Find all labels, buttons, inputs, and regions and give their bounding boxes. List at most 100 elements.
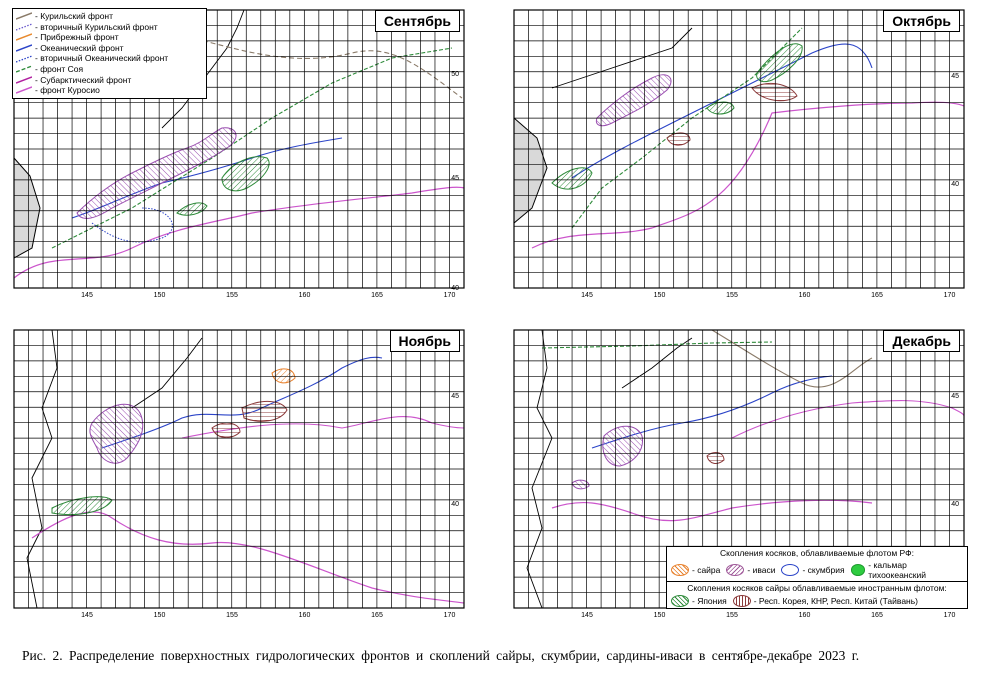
lon-tick-label: 145 [81, 292, 93, 298]
schools-legend-rf-items: - сайра - иваси - скумбрия - кальмар тих… [667, 559, 967, 581]
legend-label-mackerel: - скумбрия [802, 565, 845, 575]
kuril-islands [161, 9, 245, 129]
japan-swatch [671, 595, 689, 607]
legend-swatch-coastal-front [16, 33, 32, 42]
saury-school-japan [176, 202, 208, 216]
map-background [512, 8, 968, 298]
lat-tick-label: 40 [951, 501, 959, 508]
legend-swatch-kuroshio-front [16, 86, 32, 95]
soya-front [541, 341, 773, 349]
kuril-islands [131, 337, 203, 409]
legend-label-sardine: - иваси [747, 565, 776, 575]
lon-tick-label: 165 [371, 292, 383, 298]
legend-label-subarctic-front: - Субарктический фронт [35, 74, 132, 85]
lat-tick-label: 40 [951, 181, 959, 188]
figure-caption: Рис. 2. Распределение поверхностных гидр… [22, 648, 860, 663]
legend-label-soya-front: - фронт Соя [35, 63, 84, 74]
lon-tick-label: 160 [799, 612, 811, 618]
sardine-school [89, 403, 144, 464]
lat-tick-label: 45 [951, 73, 959, 80]
lat-lon-grid [513, 9, 965, 289]
legend-item-sardine: - иваси [726, 564, 775, 576]
saury-swatch [671, 564, 689, 576]
lon-tick-label: 160 [299, 612, 311, 618]
legend-label-oceanic-front: - Океанический фронт [35, 42, 124, 53]
squid-swatch [850, 564, 866, 576]
saury-school-japan [756, 43, 803, 83]
legend-row-coastal-front: - Прибрежный фронт [16, 32, 203, 43]
legend-item-korea-china: - Респ. Корея, КНР, Респ. Китай (Тайвань… [732, 595, 918, 607]
lon-tick-label: 165 [871, 612, 883, 618]
lon-tick-label: 155 [726, 292, 738, 298]
legend-label-kuroshio-front: - фронт Куросио [35, 85, 100, 96]
saury-school-japan [706, 101, 735, 115]
legend-label-korea-china: - Респ. Корея, КНР, Респ. Китай (Тайвань… [753, 596, 918, 606]
lon-tick-label: 155 [726, 612, 738, 618]
lon-tick-label: 145 [581, 612, 593, 618]
saury-school-foreign [751, 83, 798, 102]
lon-tick-label: 150 [654, 292, 666, 298]
lon-tick-label: 170 [444, 612, 456, 618]
sardine-school [602, 425, 643, 467]
kuroshio-front [13, 186, 465, 279]
lat-tick-label: 40 [451, 501, 459, 508]
lon-tick-label: 170 [944, 292, 956, 298]
lat-lon-grid [13, 9, 465, 289]
kuril-islands [621, 337, 693, 389]
schools-legend-foreign-items: - Япония - Респ. Корея, КНР, Респ. Китай… [667, 594, 967, 608]
lon-tick-label: 160 [799, 292, 811, 298]
kuril-front [111, 9, 463, 99]
lat-tick-label: 45 [951, 393, 959, 400]
legend-label-kuril-front: - Курильский фронт [35, 11, 114, 21]
lat-tick-label: 45 [451, 175, 459, 182]
lat-tick-label: 45 [451, 393, 459, 400]
lon-tick-label: 170 [944, 612, 956, 618]
legend-row-soya-front: - фронт Соя [16, 64, 203, 75]
coastline [26, 329, 58, 609]
lon-tick-label: 150 [154, 292, 166, 298]
saury-school-foreign [241, 401, 288, 422]
legend-label-coastal-front: - Прибрежный фронт [35, 32, 119, 43]
lat-tick-label: 40 [451, 285, 459, 292]
legend-label-secondary-oceanic-front: - вторичный Океанический фронт [35, 53, 169, 64]
map-november: 145 150 155 160 165 170 45 40 [12, 328, 468, 618]
legend-row-kuroshio-front: - фронт Куросио [16, 85, 203, 96]
legend-swatch-subarctic-front [16, 76, 32, 84]
legend-row-oceanic-front: - Океанический фронт [16, 43, 203, 54]
saury-school-foreign [211, 422, 241, 438]
saury-school-japan [221, 156, 270, 192]
month-label-december: Декабрь [883, 330, 960, 352]
schools-legend-foreign-title: Скопления косяков сайры облавливаемые ин… [667, 581, 967, 594]
soya-front [51, 47, 453, 249]
month-label-september: Сентябрь [374, 10, 460, 32]
lon-tick-label: 165 [871, 292, 883, 298]
lon-tick-label: 165 [371, 612, 383, 618]
legend-row-secondary-kuril-front: - вторичный Курильский фронт [16, 22, 203, 33]
lon-tick-label: 145 [81, 612, 93, 618]
saury-school-foreign [706, 452, 725, 464]
kuril-islands [551, 27, 693, 89]
legend-swatch-secondary-kuril-front [16, 23, 32, 31]
lon-tick-label: 145 [581, 292, 593, 298]
legend-label-japan: - Япония [692, 596, 727, 606]
secondary-oceanic-front [91, 207, 173, 243]
saury-school-rf [271, 368, 296, 384]
lat-lon-grid [13, 329, 465, 609]
legend-label-squid: - кальмар тихоокеанский [868, 560, 926, 580]
legend-label-saury: - сайра [692, 565, 721, 575]
map-october: 145 150 155 160 165 170 45 40 [512, 8, 968, 298]
lon-tick-label: 170 [444, 292, 456, 298]
month-label-october: Октябрь [883, 10, 960, 32]
legend-row-kuril-front: - Курильский фронт [16, 11, 203, 22]
legend-item-mackerel: - скумбрия [781, 564, 845, 576]
mackerel-swatch [781, 564, 800, 576]
legend-label-secondary-kuril-front: - вторичный Курильский фронт [35, 21, 158, 32]
map-panel-october: 145 150 155 160 165 170 45 40 Октябрь [512, 8, 968, 298]
legend-swatch-secondary-oceanic-front [16, 55, 32, 63]
legend-item-saury: - сайра [671, 564, 720, 576]
legend-swatch-soya-front [16, 65, 32, 73]
map-panel-november: 145 150 155 160 165 170 45 40 Ноябрь [12, 328, 468, 618]
legend-row-secondary-oceanic-front: - вторичный Океанический фронт [16, 53, 203, 64]
subarctic-front [731, 400, 965, 439]
legend-swatch-kuril-front [16, 12, 32, 20]
